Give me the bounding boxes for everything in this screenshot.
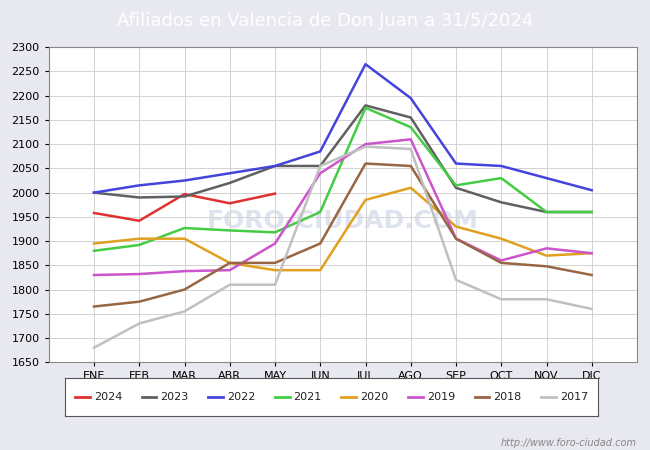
Text: 2017: 2017 — [560, 392, 588, 402]
Text: 2018: 2018 — [493, 392, 522, 402]
Text: 2024: 2024 — [94, 392, 122, 402]
Text: Afiliados en Valencia de Don Juan a 31/5/2024: Afiliados en Valencia de Don Juan a 31/5… — [117, 12, 533, 30]
Text: 2021: 2021 — [294, 392, 322, 402]
Text: 2020: 2020 — [360, 392, 389, 402]
Text: 2023: 2023 — [161, 392, 188, 402]
Text: 2022: 2022 — [227, 392, 255, 402]
Text: FORO-CIUDAD.COM: FORO-CIUDAD.COM — [207, 208, 479, 233]
Text: http://www.foro-ciudad.com: http://www.foro-ciudad.com — [501, 438, 637, 448]
Text: 2019: 2019 — [427, 392, 455, 402]
